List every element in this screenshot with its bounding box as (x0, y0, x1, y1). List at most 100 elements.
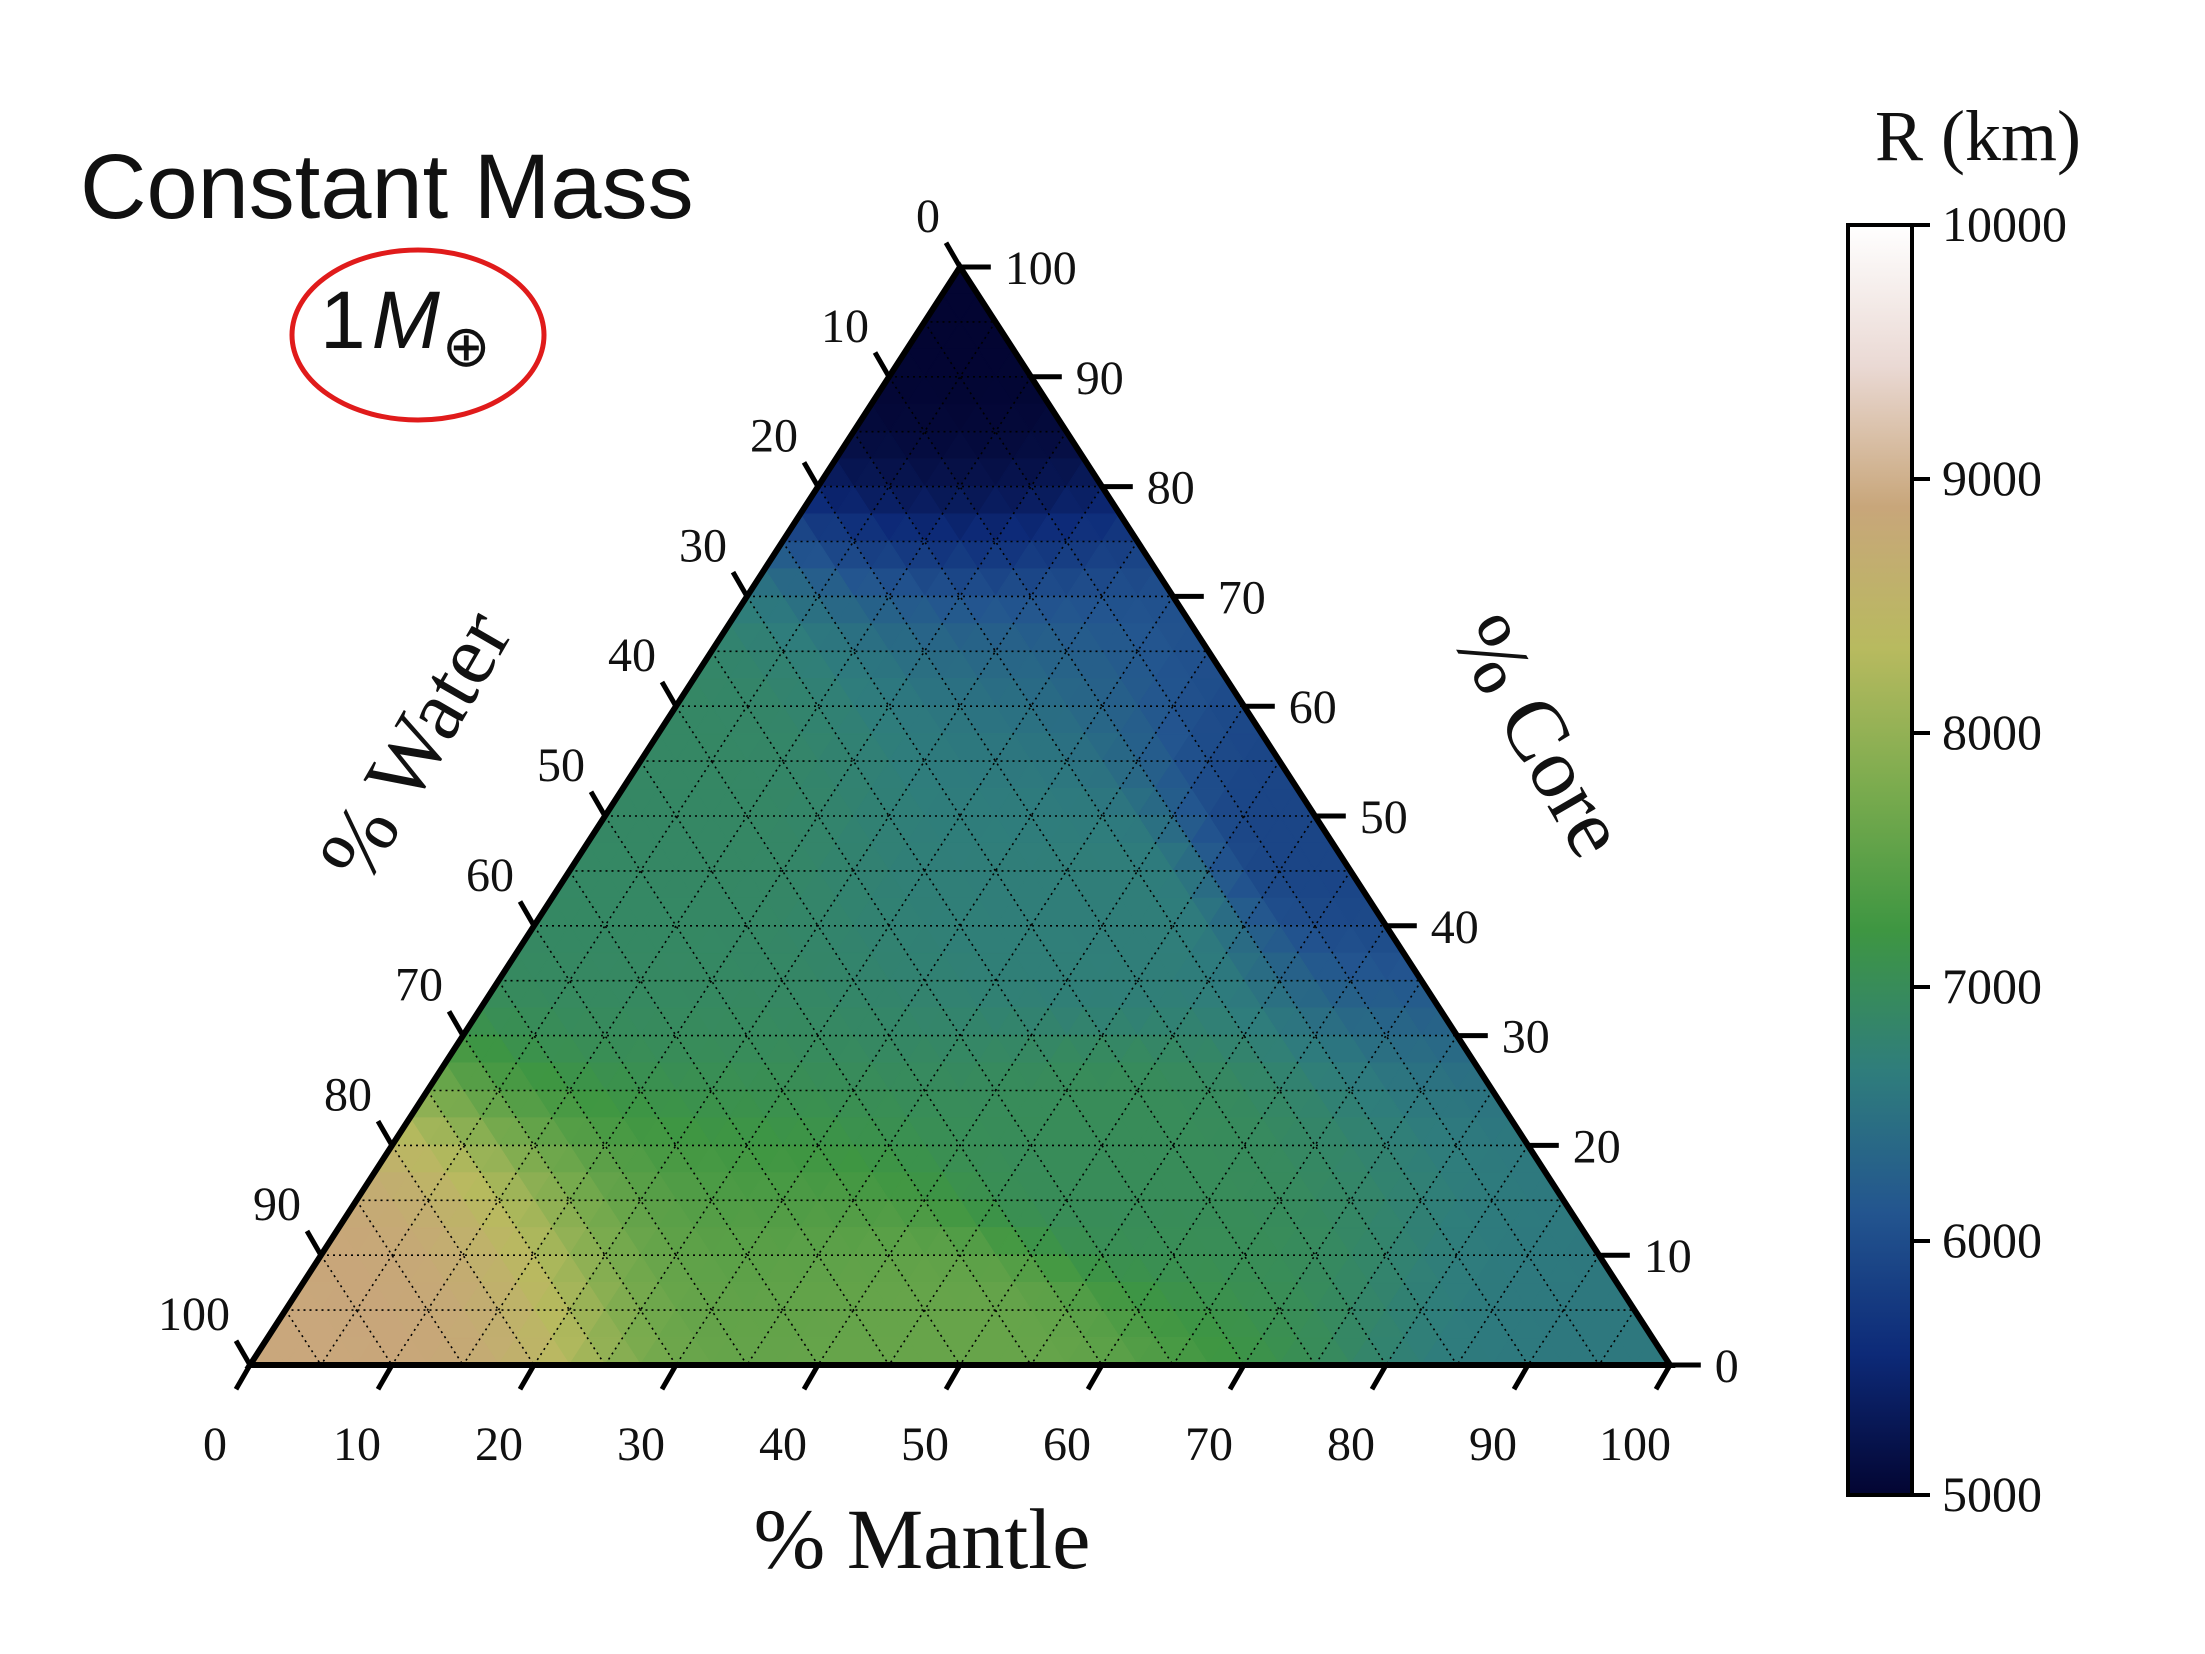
heatmap-cell (1242, 1336, 1281, 1365)
tick-mark (730, 570, 750, 598)
heatmap-cell (1384, 1336, 1423, 1365)
heatmap-cell (461, 1336, 500, 1365)
colorbar-tick-label: 7000 (1942, 958, 2042, 1014)
tick-mark (659, 680, 679, 708)
bottom-tick-label: 90 (1469, 1418, 1517, 1471)
heatmap-cell (390, 1336, 429, 1365)
grid-line (391, 376, 1032, 1365)
heatmap-cell (1278, 1336, 1317, 1365)
right-tick-label: 70 (1218, 571, 1266, 624)
heatmap-cell (1029, 1336, 1068, 1365)
colorbar-tick-label: 9000 (1942, 450, 2042, 506)
bottom-tick-label: 20 (475, 1418, 523, 1471)
heatmap-fill (250, 267, 1670, 1365)
bottom-tick-label: 100 (1599, 1418, 1671, 1471)
heatmap-cell (1171, 1336, 1210, 1365)
heatmap-cell (710, 1336, 749, 1365)
right-tick-label: 0 (1715, 1340, 1739, 1393)
chart-title: Constant Mass (80, 136, 694, 238)
tick-mark (801, 461, 821, 488)
left-tick-label: 90 (253, 1178, 301, 1231)
bottom-tick-label: 60 (1043, 1418, 1091, 1471)
grid-line (497, 980, 748, 1365)
bottom-tick-label: 10 (333, 1418, 381, 1471)
heatmap-cell (1136, 1336, 1175, 1365)
bottom-tick-label: 30 (617, 1418, 665, 1471)
tick-mark (1085, 1363, 1105, 1391)
heatmap-cell (497, 1336, 536, 1365)
grid-line (710, 650, 1174, 1365)
mass-label: 1M⊕ (289, 247, 547, 423)
heatmap-cell (674, 1336, 713, 1365)
heatmap-cell (639, 1336, 678, 1365)
tick-mark (659, 1363, 679, 1391)
heatmap-cell (1455, 1336, 1494, 1365)
tick-mark (872, 351, 892, 379)
grid-line (391, 1144, 535, 1365)
tick-mark (801, 1363, 821, 1391)
bottom-tick-label: 80 (1327, 1418, 1375, 1471)
grid-line (320, 1254, 393, 1365)
right-tick-label: 60 (1289, 681, 1337, 734)
tick-mark (943, 1363, 963, 1391)
tick-mark (517, 900, 537, 928)
bottom-tick-label: 70 (1185, 1418, 1233, 1471)
colorbar-tick-label: 10000 (1942, 196, 2067, 252)
left-tick-label: 70 (395, 959, 443, 1012)
colorbar-ticks: 5000 6000 7000 8000 9000 10000 (1912, 196, 2067, 1522)
heatmap-cell (745, 1336, 784, 1365)
earth-symbol: ⊕ (442, 314, 491, 379)
ternary-grid (284, 321, 1636, 1365)
tick-mark (304, 1229, 324, 1257)
tick-mark (517, 1363, 537, 1391)
left-tick-label: 80 (324, 1068, 372, 1121)
grid-line (1314, 1090, 1494, 1365)
heatmap-cell (1207, 1336, 1246, 1365)
tick-mark (375, 1119, 395, 1147)
mass-symbol: M (372, 275, 441, 366)
heatmap-cell (1349, 1336, 1388, 1365)
grid-line (426, 1090, 606, 1365)
heatmap-cell (1491, 1336, 1530, 1365)
colorbar-label: R (km) (1875, 96, 2081, 176)
left-tick-label: 50 (537, 739, 585, 792)
grid-line (1527, 1254, 1600, 1365)
grid-line (888, 376, 1529, 1365)
bottom-tick-label: 40 (759, 1418, 807, 1471)
grid-line (568, 870, 890, 1365)
mass-number: 1 (320, 275, 366, 366)
heatmap-cell (1100, 1336, 1139, 1365)
tick-mark (375, 1363, 395, 1391)
heatmap-cell (603, 1336, 642, 1365)
bottom-axis-label: % Mantle (754, 1491, 1091, 1587)
grid-line (959, 815, 1316, 1365)
tick-mark (1653, 1363, 1673, 1391)
grid-line (817, 486, 1387, 1365)
tick-mark (233, 1339, 253, 1367)
right-tick-label: 20 (1573, 1120, 1621, 1173)
left-tick-label: 40 (608, 629, 656, 682)
tick-mark (1227, 1363, 1247, 1391)
tick-mark (233, 1363, 253, 1391)
right-axis-label: % Core (1433, 599, 1646, 872)
right-tick-label: 30 (1502, 1011, 1550, 1064)
tick-mark (1369, 1363, 1389, 1391)
colorbar-tick-label: 5000 (1942, 1466, 2042, 1522)
left-tick-label: 30 (679, 519, 727, 572)
grid-line (1456, 1199, 1565, 1365)
bottom-tick-label: 0 (203, 1418, 227, 1471)
right-tick-label: 80 (1147, 462, 1195, 515)
grid-line (604, 815, 961, 1365)
grid-line (355, 1199, 464, 1365)
left-tick-label: 60 (466, 849, 514, 902)
tick-mark (446, 1010, 466, 1037)
left-tick-label: 100 (158, 1288, 230, 1341)
grid-line (781, 541, 1316, 1365)
colorbar-tick-label: 8000 (1942, 704, 2042, 760)
tick-mark (943, 241, 963, 269)
colorbar-tick-label: 6000 (1942, 1212, 2042, 1268)
left-tick-label: 20 (750, 410, 798, 463)
right-tick-label: 40 (1431, 901, 1479, 954)
heatmap-cell (852, 1336, 891, 1365)
